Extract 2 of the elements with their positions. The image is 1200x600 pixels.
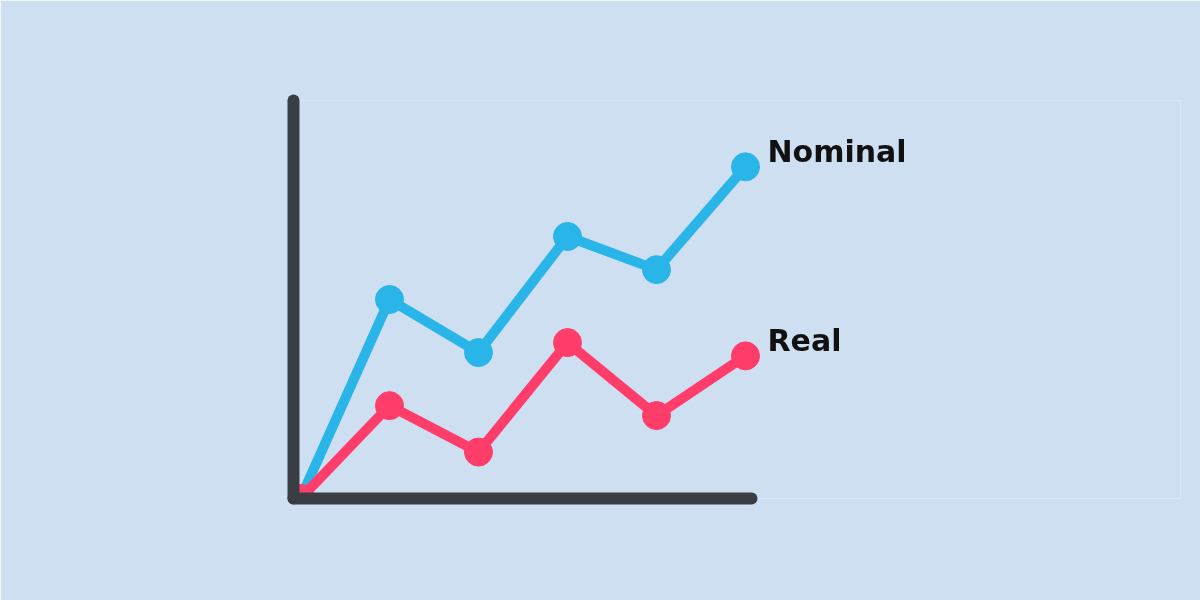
series-label: Real	[767, 322, 842, 358]
series-label: Nominal	[767, 133, 907, 169]
